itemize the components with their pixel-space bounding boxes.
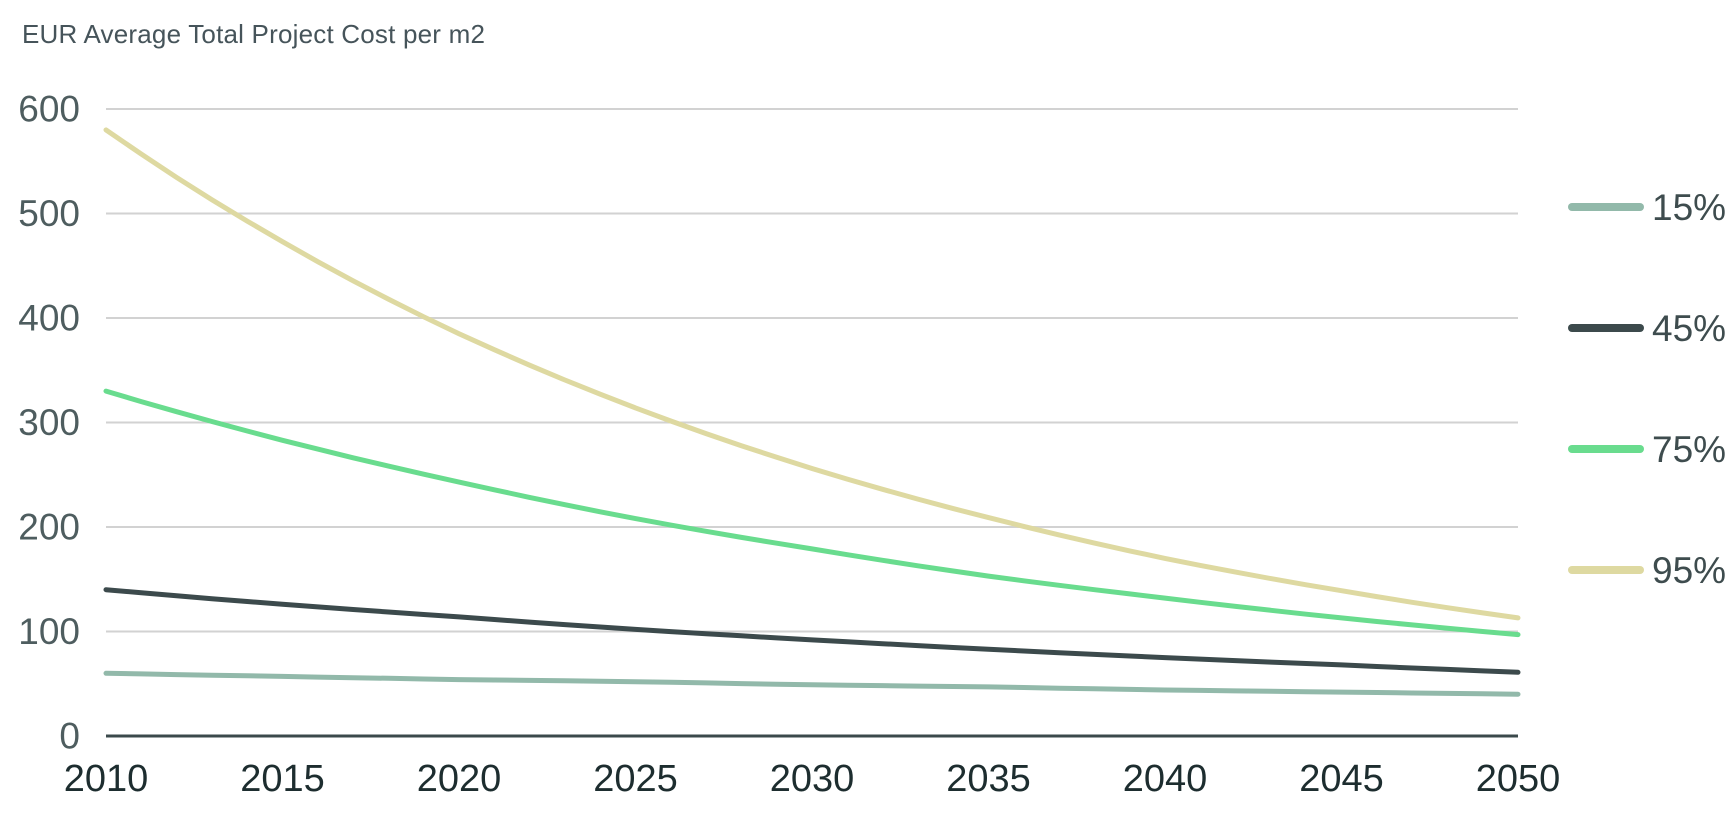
legend-label-95%: 95% <box>1652 549 1727 591</box>
y-axis-label-600: 600 <box>18 89 80 130</box>
legend-swatch-75% <box>1568 445 1644 453</box>
x-axis-label-2040: 2040 <box>1123 758 1208 800</box>
y-axis-label-0: 0 <box>59 716 80 757</box>
x-axis-label-2010: 2010 <box>64 758 149 800</box>
chart-title: EUR Average Total Project Cost per m2 <box>22 19 486 49</box>
legend-label-75%: 75% <box>1652 428 1727 470</box>
x-axis-label-2020: 2020 <box>417 758 502 800</box>
y-axis-label-500: 500 <box>18 193 80 234</box>
series-line-75% <box>103 388 1521 638</box>
y-axis-label-400: 400 <box>18 298 80 339</box>
legend-swatch-45% <box>1568 324 1644 332</box>
x-axis-label-2025: 2025 <box>593 758 678 800</box>
legend-item-15%: 15% <box>1568 186 1726 228</box>
series-line-95% <box>103 127 1521 621</box>
legend-label-45%: 45% <box>1652 307 1727 349</box>
x-axis-label-2015: 2015 <box>240 758 325 800</box>
x-axis-label-2050: 2050 <box>1476 758 1561 800</box>
legend-item-95%: 95% <box>1568 549 1726 591</box>
y-axis-label-200: 200 <box>18 507 80 548</box>
x-axis-label-2045: 2045 <box>1299 758 1384 800</box>
chart-legend: 15% 45% 75% 95% <box>1568 186 1726 591</box>
legend-swatch-95% <box>1568 566 1644 574</box>
x-axis-label-2030: 2030 <box>770 758 855 800</box>
x-axis-label-2035: 2035 <box>946 758 1031 800</box>
y-axis-label-300: 300 <box>18 402 80 443</box>
legend-swatch-15% <box>1568 203 1644 211</box>
legend-item-75%: 75% <box>1568 428 1726 470</box>
series-line-45% <box>103 587 1521 675</box>
y-axis-label-100: 100 <box>18 611 80 652</box>
series-line-15% <box>103 670 1521 697</box>
legend-item-45%: 45% <box>1568 307 1726 349</box>
legend-label-15%: 15% <box>1652 186 1727 228</box>
